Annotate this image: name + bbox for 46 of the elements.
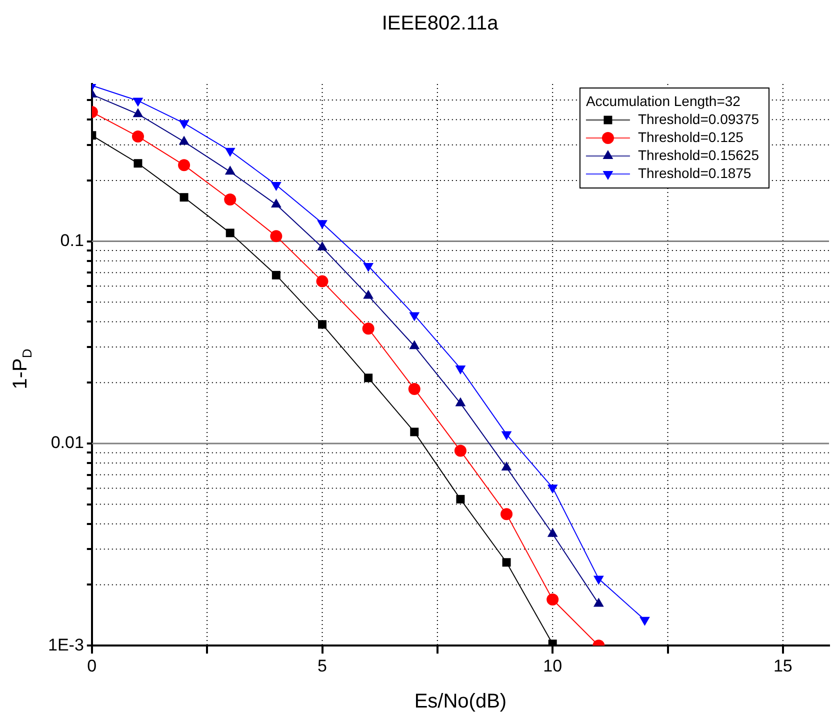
point <box>224 148 236 157</box>
point <box>410 428 419 436</box>
point <box>178 159 190 172</box>
point <box>364 374 373 382</box>
legend-label: Threshold=0.09375 <box>638 110 760 127</box>
legend-label: Threshold=0.125 <box>638 128 744 145</box>
y-tick-label: 1E-3 <box>48 635 84 654</box>
legend-label: Threshold=0.15625 <box>638 146 760 163</box>
y-tick-label: 0.01 <box>50 433 84 452</box>
point <box>132 130 144 142</box>
x-tick-label: 5 <box>318 656 327 676</box>
x-axis-title: Es/No(dB) <box>414 690 507 713</box>
chart-title: IEEE802.11a <box>382 12 500 35</box>
point <box>547 528 558 537</box>
point <box>318 320 326 329</box>
point <box>409 312 420 322</box>
point <box>272 270 280 280</box>
point <box>134 159 142 168</box>
point <box>362 322 374 335</box>
point <box>363 262 374 272</box>
point <box>455 365 466 374</box>
point <box>500 508 513 520</box>
point <box>180 193 188 202</box>
legend-label: Threshold=0.1875 <box>638 164 752 181</box>
point <box>226 228 234 238</box>
point <box>456 494 465 504</box>
legend-title: Accumulation Length=32 <box>586 92 741 109</box>
point <box>593 598 604 607</box>
point <box>502 558 511 567</box>
x-tick-label: 15 <box>773 656 792 676</box>
point <box>454 444 466 457</box>
point <box>316 275 328 288</box>
point <box>317 220 328 230</box>
point <box>409 340 420 350</box>
point <box>546 594 559 606</box>
point <box>455 397 466 406</box>
point <box>270 182 282 191</box>
y-tick-label: 0.1 <box>60 230 84 250</box>
x-tick-label: 10 <box>543 656 562 676</box>
x-tick-label: 0 <box>87 656 97 676</box>
point <box>178 120 190 130</box>
point <box>408 382 420 395</box>
point <box>270 230 282 242</box>
point <box>501 462 512 471</box>
point <box>132 98 144 107</box>
point <box>224 193 236 206</box>
